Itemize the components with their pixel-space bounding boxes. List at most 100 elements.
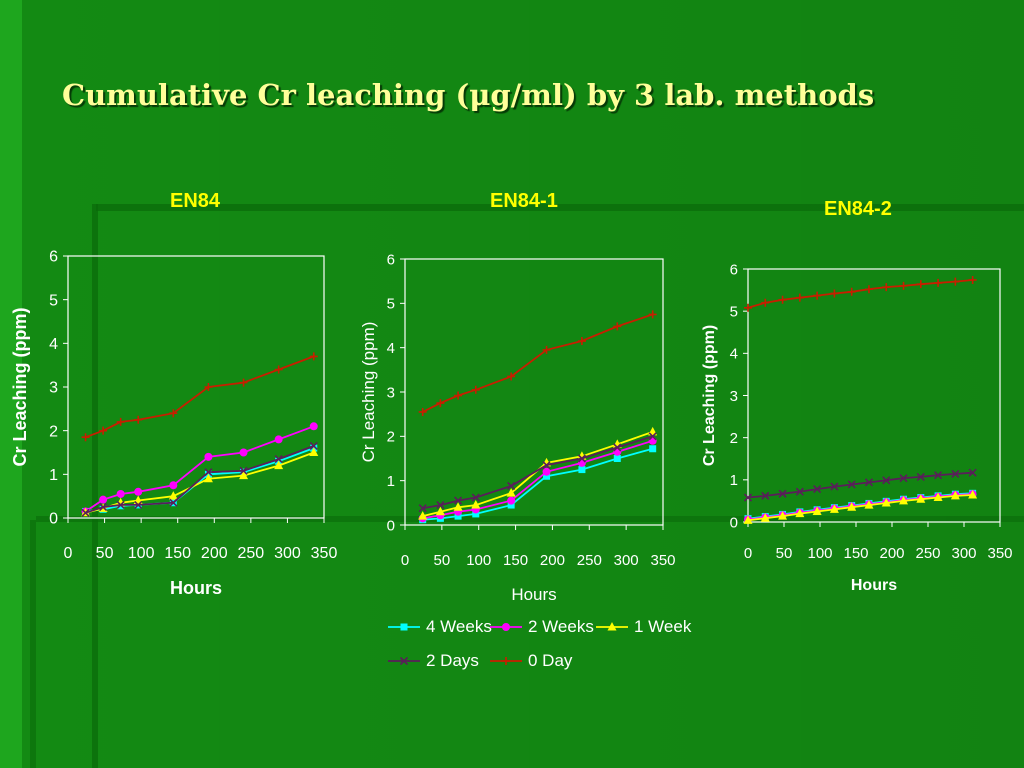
x-tick-label: 0 <box>744 545 752 562</box>
x-tick-label: 50 <box>776 545 793 562</box>
legend-marker-symbol <box>502 623 510 631</box>
data-point-2-weeks <box>577 458 586 467</box>
data-point-0-day <box>761 298 770 307</box>
data-point-2-days <box>239 466 248 475</box>
data-point-2-days <box>274 454 283 464</box>
y-tick-label: 0 <box>730 514 738 531</box>
y-tick-label: 5 <box>49 292 58 309</box>
series-2-days <box>81 441 318 517</box>
x-tick-label: 200 <box>540 552 565 569</box>
data-point-0-day <box>968 275 977 284</box>
data-point-2-days <box>830 482 839 491</box>
data-point-2-days <box>847 480 856 489</box>
data-point-0-day <box>239 378 248 387</box>
data-point-2-days <box>795 487 804 496</box>
data-point-1-week <box>506 488 516 497</box>
chart-title-en84-2: EN84-2 <box>824 198 892 220</box>
y-tick-label: 6 <box>49 249 58 266</box>
x-tick-label: 100 <box>807 545 832 562</box>
x-tick-label: 250 <box>915 545 940 562</box>
y-tick-label: 4 <box>730 346 738 363</box>
data-point-0-day <box>507 372 516 381</box>
data-point-2-days <box>204 468 213 477</box>
data-point-0-day <box>744 303 752 312</box>
y-axis-label: Cr Leaching (ppm) <box>10 307 30 466</box>
y-tick-label: 1 <box>49 467 58 484</box>
data-point-1-week <box>933 492 943 502</box>
data-point-0-day <box>204 383 213 391</box>
series-2-days <box>418 432 657 513</box>
data-point-1-week <box>203 473 213 483</box>
data-point-2-days <box>542 461 551 470</box>
series-0-day <box>81 352 318 442</box>
chart-title-en84: EN84 <box>170 190 221 212</box>
data-point-2-days <box>134 500 143 509</box>
data-point-0-day <box>116 417 125 426</box>
data-point-0-day <box>309 352 318 361</box>
x-axis-label: Hours <box>511 585 556 604</box>
series-line-0-day <box>747 279 973 309</box>
data-point-4-weeks <box>454 512 462 520</box>
data-point-2-days <box>169 498 178 507</box>
data-point-2-weeks <box>116 489 125 498</box>
y-tick-label: 1 <box>387 473 395 490</box>
data-point-1-week <box>778 511 788 520</box>
plot-area-frame <box>404 258 664 526</box>
y-axis-label: Cr Leaching (ppm) <box>701 325 718 466</box>
data-point-1-week <box>309 447 319 456</box>
x-tick-label: 150 <box>503 552 528 569</box>
x-tick-label: 100 <box>466 552 491 569</box>
data-point-1-week <box>829 504 839 513</box>
data-point-2-days <box>471 493 480 502</box>
data-point-1-week <box>950 490 960 500</box>
series-line-1-week <box>747 494 973 522</box>
x-tick-label: 200 <box>879 545 904 562</box>
data-point-0-day <box>795 293 804 302</box>
data-point-0-day <box>613 322 622 331</box>
data-point-2-days <box>577 454 586 463</box>
x-tick-label: 250 <box>577 552 602 569</box>
data-point-0-day <box>882 283 891 292</box>
data-point-2-days <box>882 476 891 485</box>
data-point-2-days <box>99 503 108 512</box>
data-point-2-days <box>916 472 925 481</box>
legend-label-4-weeks: 4 Weeks <box>426 617 492 636</box>
legend-label-2-weeks: 2 Weeks <box>528 617 594 636</box>
chart-legend: 4 Weeks 2 Weeks 1 Week 2 Days 0 Day <box>384 612 704 682</box>
x-tick-label: 200 <box>201 545 228 562</box>
background-bar-vertical <box>92 204 98 768</box>
data-point-4-weeks <box>578 466 586 474</box>
y-tick-label: 3 <box>730 388 738 405</box>
data-point-0-day <box>418 407 427 416</box>
x-tick-label: 300 <box>274 545 301 562</box>
x-tick-label: 350 <box>311 545 338 562</box>
legend-marker-0-day <box>490 657 522 665</box>
data-point-2-days <box>813 485 822 494</box>
legend-label-2-days: 2 Days <box>426 651 479 670</box>
x-tick-label: 350 <box>650 552 675 569</box>
legend-item-0-day: 0 Day <box>488 650 572 672</box>
data-point-0-day <box>864 285 873 294</box>
data-point-2-days <box>613 443 622 452</box>
data-point-2-days <box>507 481 516 491</box>
x-axis-label: Hours <box>851 577 897 594</box>
data-point-0-day <box>813 291 822 300</box>
x-tick-label: 150 <box>843 545 868 562</box>
chart-title-en84-1: EN84-1 <box>490 190 558 212</box>
data-point-2-weeks <box>542 467 551 476</box>
y-tick-label: 6 <box>730 261 738 278</box>
y-tick-label: 3 <box>387 384 395 401</box>
data-point-1-week <box>471 500 481 509</box>
data-point-0-day <box>436 399 445 408</box>
x-tick-label: 100 <box>128 545 155 562</box>
chart-en84: 0 1 2 3 4 5 6 0 50 100 150 200 250 300 350 Hours Cr Leac… <box>10 249 337 598</box>
data-point-4-weeks <box>649 445 657 453</box>
data-point-2-weeks <box>507 496 516 505</box>
y-tick-label: 5 <box>730 303 738 320</box>
legend-marker-4-weeks <box>388 623 420 631</box>
series-line-0-day <box>422 313 653 413</box>
data-point-0-day <box>899 281 908 290</box>
x-tick-label: 250 <box>238 545 265 562</box>
data-point-4-weeks <box>543 472 551 480</box>
